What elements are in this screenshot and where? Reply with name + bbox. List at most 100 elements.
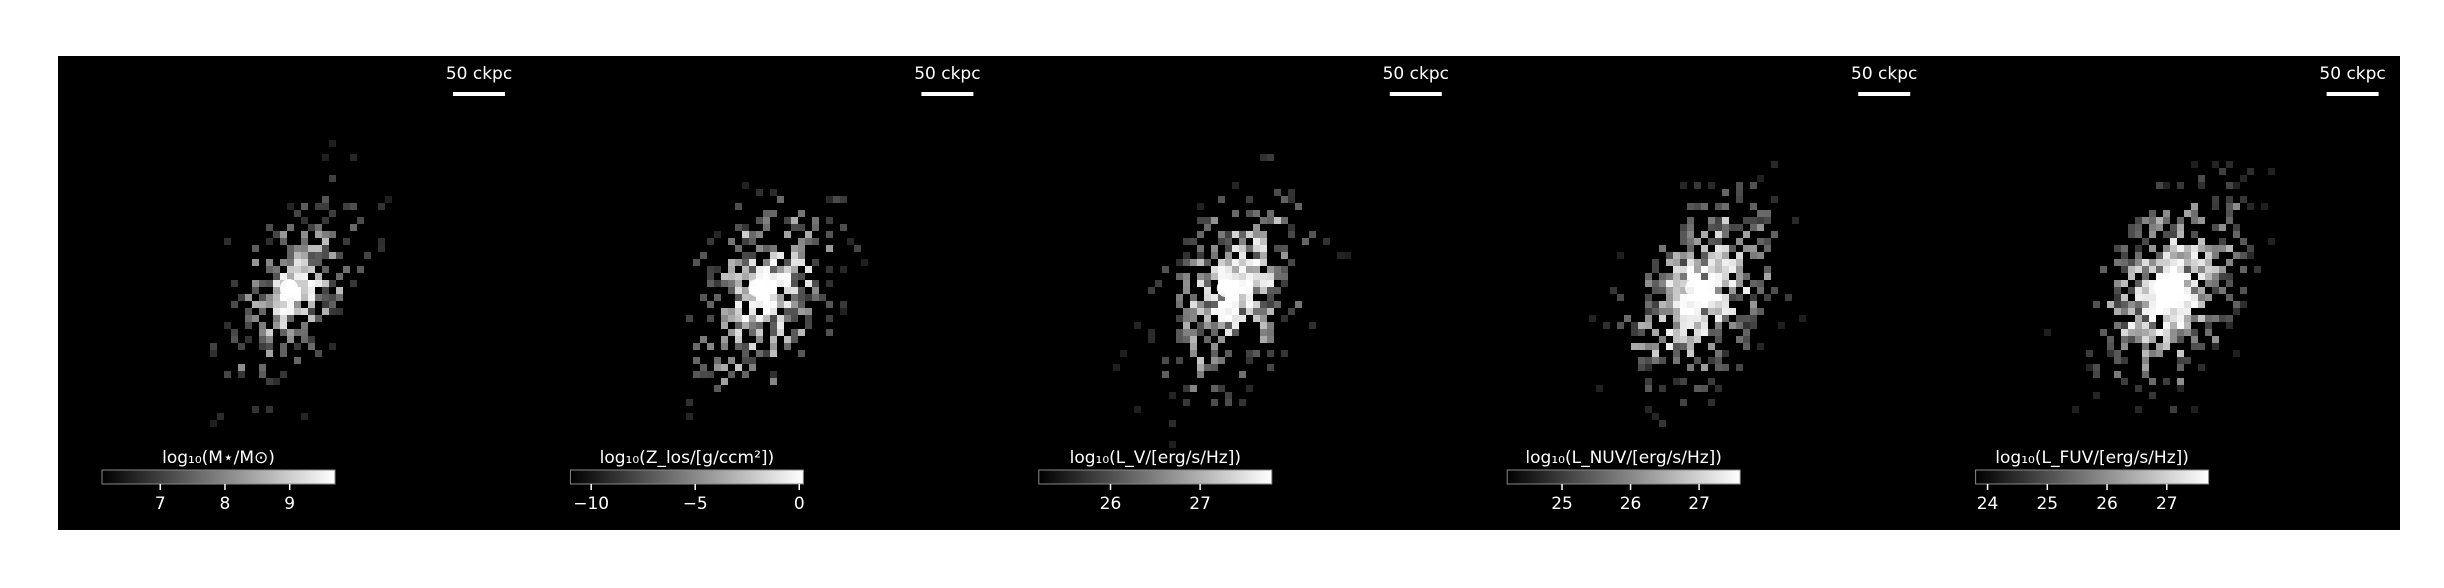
image-pixel (847, 238, 854, 245)
image-pixel (1253, 252, 1260, 259)
image-pixel (273, 315, 280, 322)
image-pixel (2149, 329, 2156, 336)
image-pixel (2135, 252, 2142, 259)
image-pixel (252, 301, 259, 308)
image-pixel (1204, 217, 1211, 224)
image-pixel (1652, 329, 1659, 336)
image-pixel (1211, 322, 1218, 329)
image-pixel (294, 294, 301, 301)
image-pixel (1687, 350, 1694, 357)
image-pixel (1288, 259, 1295, 266)
image-pixel (280, 343, 287, 350)
image-pixel (770, 329, 777, 336)
image-pixel (2149, 294, 2156, 301)
image-pixel (1715, 259, 1722, 266)
image-pixel (742, 182, 749, 189)
image-pixel (1694, 294, 1701, 301)
image-pixel (2191, 161, 2198, 168)
image-pixel (1778, 322, 1785, 329)
image-pixel (1253, 238, 1260, 245)
colorbar-tick-label: 25 (2036, 494, 2058, 514)
image-pixel (336, 273, 343, 280)
colorbar (569, 469, 804, 485)
image-pixel (2149, 231, 2156, 238)
image-pixel (2240, 238, 2247, 245)
image-pixel (1183, 385, 1190, 392)
image-pixel (266, 343, 273, 350)
image-pixel (2191, 406, 2198, 413)
image-pixel (735, 280, 742, 287)
image-pixel (798, 273, 805, 280)
image-pixel (763, 287, 770, 294)
image-pixel (231, 329, 238, 336)
image-pixel (1267, 210, 1274, 217)
image-pixel (2177, 378, 2184, 385)
image-pixel (301, 203, 308, 210)
image-pixel (2233, 203, 2240, 210)
image-pixel (1708, 399, 1715, 406)
image-pixel (791, 280, 798, 287)
image-pixel (1281, 273, 1288, 280)
image-pixel (273, 231, 280, 238)
image-pixel (294, 252, 301, 259)
image-pixel (2170, 245, 2177, 252)
image-pixel (1785, 294, 1792, 301)
image-pixel (1680, 266, 1687, 273)
image-pixel (287, 336, 294, 343)
image-pixel (2100, 266, 2107, 273)
image-pixel (1211, 217, 1218, 224)
image-pixel (763, 259, 770, 266)
image-pixel (329, 308, 336, 315)
image-pixel (322, 252, 329, 259)
image-pixel (742, 357, 749, 364)
image-pixel (742, 273, 749, 280)
image-pixel (2212, 273, 2219, 280)
image-pixel (1687, 308, 1694, 315)
image-pixel (1708, 224, 1715, 231)
image-pixel (1701, 280, 1708, 287)
image-pixel (2142, 294, 2149, 301)
image-pixel (2163, 210, 2170, 217)
image-pixel (721, 322, 728, 329)
image-pixel (1260, 329, 1267, 336)
image-pixel (336, 287, 343, 294)
image-pixel (1715, 231, 1722, 238)
image-pixel (2268, 168, 2275, 175)
image-pixel (2191, 266, 2198, 273)
image-pixel (763, 294, 770, 301)
image-pixel (1197, 357, 1204, 364)
image-pixel (301, 238, 308, 245)
image-pixel (315, 315, 322, 322)
image-pixel (2142, 322, 2149, 329)
image-pixel (1274, 266, 1281, 273)
image-pixel (2135, 231, 2142, 238)
image-pixel (266, 329, 273, 336)
image-pixel (266, 224, 273, 231)
image-pixel (805, 280, 812, 287)
image-pixel (1736, 315, 1743, 322)
image-pixel (1638, 343, 1645, 350)
image-pixel (2121, 336, 2128, 343)
image-pixel (2149, 336, 2156, 343)
image-pixel (749, 364, 756, 371)
image-pixel (770, 378, 777, 385)
image-pixel (287, 259, 294, 266)
image-pixel (2177, 308, 2184, 315)
image-pixel (1225, 350, 1232, 357)
image-pixel (826, 329, 833, 336)
image-pixel (294, 280, 301, 287)
image-pixel (721, 378, 728, 385)
image-pixel (294, 294, 301, 301)
image-pixel (749, 238, 756, 245)
image-pixel (770, 308, 777, 315)
image-pixel (2170, 322, 2177, 329)
image-pixel (1736, 294, 1743, 301)
image-pixel (1176, 301, 1183, 308)
image-pixel (749, 322, 756, 329)
image-pixel (1239, 287, 1246, 294)
image-pixel (2163, 273, 2170, 280)
image-pixel (707, 266, 714, 273)
image-pixel (770, 350, 777, 357)
image-pixel (2177, 294, 2184, 301)
image-pixel (1225, 392, 1232, 399)
